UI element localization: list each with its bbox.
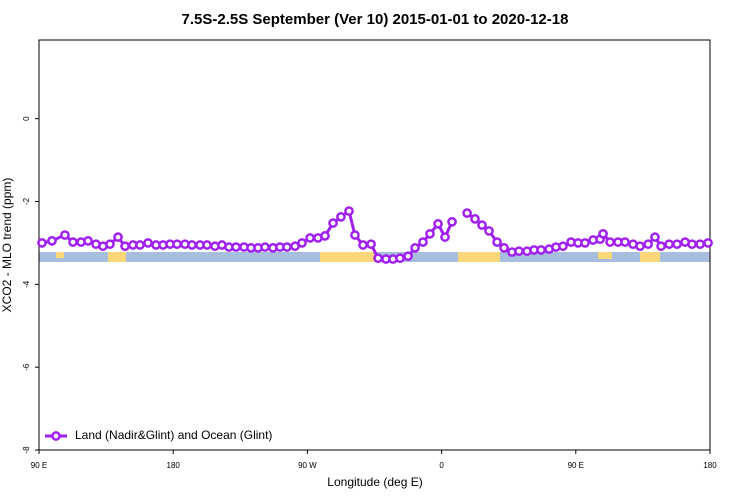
- point: [373, 253, 383, 264]
- point: [187, 240, 197, 250]
- land-band: [320, 252, 376, 262]
- point: [344, 206, 354, 216]
- point: [403, 251, 413, 262]
- point: [580, 238, 590, 248]
- point: [672, 239, 682, 250]
- land-band: [598, 252, 612, 259]
- point: [605, 237, 615, 247]
- point: [410, 243, 420, 253]
- point: [105, 239, 115, 250]
- x-axis-label: Longitude (deg E): [327, 475, 422, 489]
- legend-label: Land (Nadir&Glint) and Ocean (Glint): [75, 428, 272, 442]
- point: [440, 232, 450, 242]
- series-line: [41, 208, 709, 261]
- x-tick-label: 0: [439, 461, 444, 470]
- point: [358, 240, 368, 250]
- point: [462, 208, 472, 218]
- point: [135, 240, 145, 250]
- point: [687, 239, 697, 250]
- point: [425, 228, 435, 239]
- point: [328, 218, 338, 228]
- land-band: [458, 252, 500, 262]
- point: [695, 239, 706, 250]
- point: [418, 237, 428, 247]
- y-axis-label: XCO2 - MLO trend (ppm): [0, 178, 14, 313]
- point: [470, 214, 480, 224]
- y-tick-label: -2: [22, 197, 31, 205]
- point: [433, 219, 443, 229]
- y-tick-label: -4: [22, 280, 31, 288]
- point: [635, 241, 645, 252]
- x-tick-label: 180: [703, 461, 717, 470]
- point: [305, 233, 315, 243]
- point: [477, 220, 487, 230]
- point: [643, 239, 653, 250]
- point: [656, 241, 666, 252]
- point: [297, 238, 307, 248]
- y-tick-label: -6: [22, 363, 31, 371]
- point: [366, 239, 376, 250]
- x-tick-label: 90 E: [568, 461, 584, 470]
- point: [202, 240, 212, 250]
- point: [536, 245, 546, 255]
- point: [83, 236, 93, 246]
- point: [484, 226, 494, 236]
- point: [37, 238, 47, 248]
- point: [336, 211, 346, 222]
- point: [260, 242, 270, 252]
- land-band: [56, 252, 64, 258]
- point: [650, 232, 660, 242]
- chart-title: 7.5S-2.5S September (Ver 10) 2015-01-01 …: [182, 11, 569, 28]
- point: [113, 232, 123, 242]
- point: [60, 230, 70, 240]
- x-tick-label: 90 E: [31, 461, 47, 470]
- point: [395, 253, 405, 264]
- point: [172, 239, 182, 250]
- point: [514, 246, 524, 257]
- x-tick-label: 180: [167, 461, 181, 470]
- land-band: [108, 252, 126, 262]
- point: [499, 243, 509, 253]
- point: [320, 231, 330, 241]
- point: [282, 242, 292, 252]
- point: [350, 230, 360, 240]
- point: [143, 238, 153, 248]
- point: [492, 237, 502, 247]
- point: [447, 216, 457, 227]
- point: [620, 237, 630, 247]
- point: [558, 241, 568, 252]
- legend-marker: [51, 431, 61, 441]
- point: [703, 238, 713, 248]
- y-tick-label: 0: [22, 116, 31, 121]
- point: [664, 239, 674, 250]
- y-tick-label: -8: [22, 446, 31, 454]
- x-tick-label: 90 W: [298, 461, 317, 470]
- point: [68, 237, 78, 247]
- point: [120, 241, 130, 252]
- point: [231, 242, 241, 252]
- point: [598, 228, 608, 239]
- land-band: [640, 252, 660, 262]
- point: [47, 236, 57, 246]
